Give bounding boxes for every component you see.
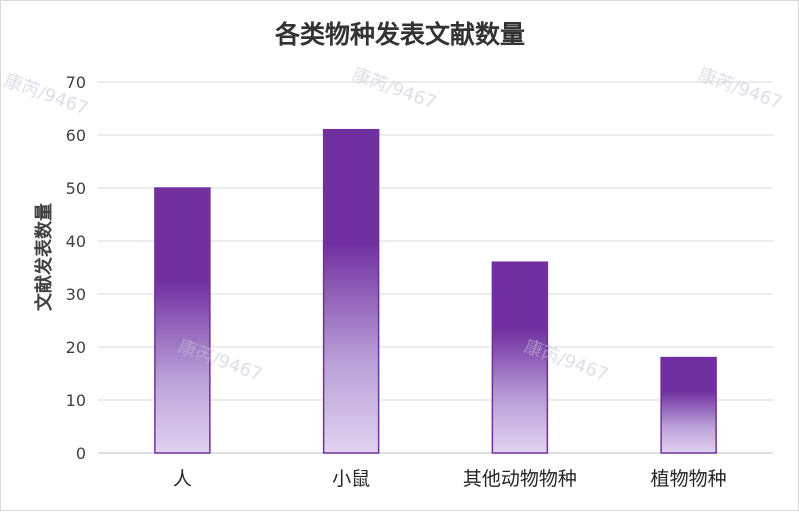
x-category-label: 植物物种	[651, 468, 727, 490]
y-tick-label: 70	[66, 73, 86, 92]
y-tick-label: 10	[66, 391, 86, 410]
y-tick-label: 20	[66, 338, 86, 357]
category-labels: 人 小鼠 其他动物物种 植物物种	[173, 468, 727, 490]
bars	[154, 128, 717, 454]
chart-title: 各类物种发表文献数量	[274, 20, 525, 49]
y-tick-label: 60	[66, 126, 86, 145]
y-tick-label: 40	[66, 232, 86, 251]
bar	[322, 128, 380, 454]
bar	[660, 356, 717, 454]
y-tick-label: 50	[66, 179, 86, 198]
y-tick-labels: 0 10 20 30 40 50 60 70	[66, 73, 86, 463]
y-tick-label: 30	[66, 285, 86, 304]
x-category-label: 小鼠	[332, 468, 370, 490]
x-category-label: 人	[173, 468, 192, 490]
bar	[491, 261, 549, 454]
watermarks: 康芮/9467 康芮/9467 康芮/9467 康芮/9467 康芮/9467	[1, 64, 785, 386]
y-tick-label: 0	[76, 444, 86, 463]
watermark-text: 康芮/9467	[695, 64, 785, 114]
watermark-text: 康芮/9467	[349, 64, 439, 114]
y-axis-label: 文献发表数量	[33, 203, 55, 311]
x-category-label: 其他动物物种	[463, 468, 577, 490]
bar	[154, 187, 211, 454]
